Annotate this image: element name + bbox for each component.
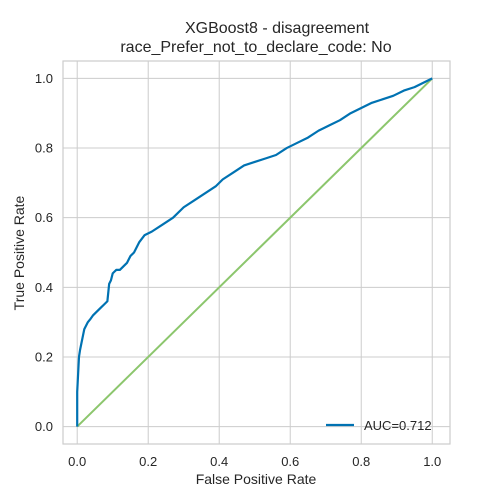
y-tick-label: 0.2 — [35, 349, 53, 364]
legend-label-auc: AUC=0.712 — [364, 418, 432, 433]
x-tick-labels: 0.0 0.2 0.4 0.6 0.8 1.0 — [68, 454, 441, 469]
y-tick-label: 0.6 — [35, 210, 53, 225]
x-axis-label: False Positive Rate — [196, 471, 317, 487]
y-tick-label: 0.4 — [35, 280, 53, 295]
chart-title: XGBoost8 - disagreement — [185, 20, 370, 37]
x-tick-label: 0.6 — [281, 454, 299, 469]
x-tick-label: 0.4 — [210, 454, 228, 469]
y-tick-label: 1.0 — [35, 71, 53, 86]
legend: AUC=0.712 — [326, 418, 432, 433]
y-tick-labels: 0.0 0.2 0.4 0.6 0.8 1.0 — [35, 71, 53, 434]
x-tick-label: 0.0 — [68, 454, 86, 469]
roc-curve-line — [76, 77, 433, 427]
y-tick-label: 0.0 — [35, 419, 53, 434]
chart-subtitle: race_Prefer_not_to_declare_code: No — [120, 39, 391, 56]
x-tick-label: 0.2 — [139, 454, 157, 469]
x-tick-label: 1.0 — [423, 454, 441, 469]
x-tick-label: 0.8 — [352, 454, 370, 469]
series-layer — [76, 77, 433, 428]
random-baseline-line — [76, 77, 433, 428]
y-tick-label: 0.8 — [35, 141, 53, 156]
y-axis-label: True Positive Rate — [11, 195, 27, 310]
